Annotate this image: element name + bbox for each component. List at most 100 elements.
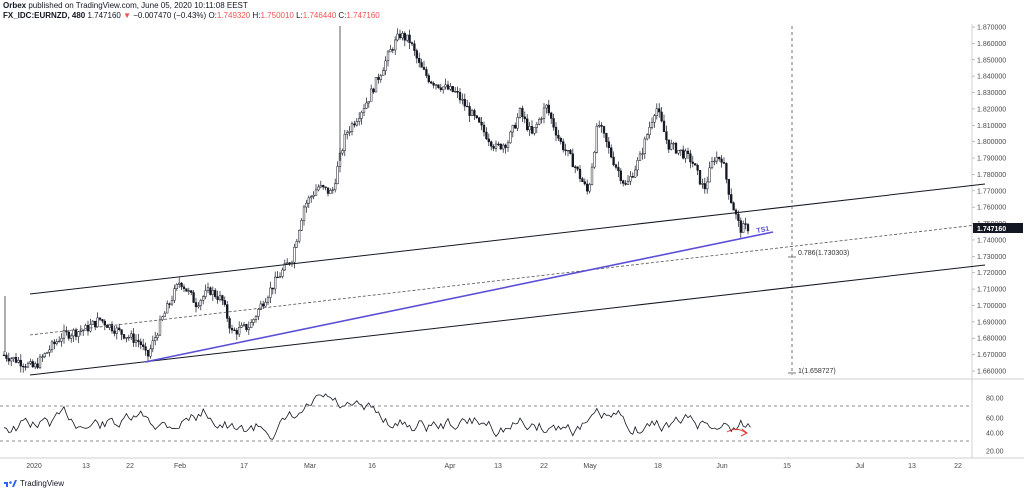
candle-body xyxy=(408,34,411,43)
candle-body xyxy=(689,153,692,163)
candle-body xyxy=(487,138,490,143)
candle-body xyxy=(7,358,10,362)
candle-body xyxy=(72,329,75,337)
candle-body xyxy=(242,323,246,326)
candle-body xyxy=(521,108,524,118)
publish-info: Orbex published on TradingView.com, June… xyxy=(3,1,1021,11)
candle-body xyxy=(425,69,428,76)
candle-body xyxy=(598,125,601,127)
oscillator-axis-label: 20.00 xyxy=(986,449,1004,456)
candle-body xyxy=(24,366,27,368)
candle-body xyxy=(173,288,176,301)
open-label: O: xyxy=(208,11,217,20)
candle-body xyxy=(622,180,625,184)
price-axis-label: 1.810000 xyxy=(977,123,1006,130)
price-axis-label: 1.660000 xyxy=(977,369,1006,376)
candle-body xyxy=(230,327,234,331)
channel-upper-line[interactable] xyxy=(29,183,986,295)
ohlc-line: FX_IDC:EURNZD, 480 1.747160 ▼ −0.007470 … xyxy=(3,11,1021,21)
chart-header: Orbex published on TradingView.com, June… xyxy=(3,1,1021,23)
candle-body xyxy=(391,49,394,51)
candle-body xyxy=(94,320,97,328)
candle-body xyxy=(353,123,356,126)
candle-body xyxy=(228,318,231,329)
candle-body xyxy=(691,161,694,164)
channel-mid-dashed-line[interactable] xyxy=(29,223,986,336)
date-axis-label: 22 xyxy=(126,463,134,470)
candle-body xyxy=(636,160,639,171)
tradingview-logo-icon[interactable] xyxy=(3,478,17,488)
candle-body xyxy=(566,149,570,152)
candle-body xyxy=(384,60,387,71)
candle-body xyxy=(139,341,142,345)
candle-body xyxy=(643,138,646,154)
candle-body xyxy=(542,107,546,119)
candle-body xyxy=(473,110,476,116)
candle-body xyxy=(742,223,745,233)
oscillator-line[interactable] xyxy=(3,393,751,440)
candle-body xyxy=(271,287,274,290)
date-axis-label: Apr xyxy=(445,463,457,470)
candle-body xyxy=(103,320,106,326)
date-axis-label: 13 xyxy=(908,463,916,470)
candle-body xyxy=(19,359,22,367)
candle-body xyxy=(530,126,534,134)
candle-body xyxy=(557,134,560,139)
date-axis[interactable]: 2020 13 22 Feb 17 Mar 16 Apr 13 22 May 18 Jun 15 Jul 13… xyxy=(26,463,962,470)
candle-body xyxy=(528,126,531,131)
date-axis-label: 18 xyxy=(654,463,662,470)
candle-body xyxy=(266,297,270,303)
candle-body xyxy=(156,334,159,338)
candle-body xyxy=(192,292,195,303)
candle-body xyxy=(449,86,452,90)
candle-body xyxy=(132,333,135,343)
channel-lower-line[interactable] xyxy=(29,264,986,376)
candle-body xyxy=(506,142,510,148)
candle-body xyxy=(283,263,286,271)
candle-body xyxy=(274,276,277,290)
candle-body xyxy=(545,104,548,109)
candle-body xyxy=(247,327,250,330)
candle-body xyxy=(410,42,414,45)
date-axis-label: Feb xyxy=(174,463,186,470)
candle-body xyxy=(134,339,138,343)
candle-body xyxy=(578,168,582,179)
candlestick-series[interactable] xyxy=(2,26,750,373)
candle-body xyxy=(684,150,687,159)
oscillator-axis[interactable]: 80.00 60.00 40.00 20.00 xyxy=(986,396,1004,456)
fib-1-label: 1(1.658727) xyxy=(798,368,836,375)
candle-body xyxy=(82,329,85,332)
tradingview-brand[interactable]: TradingView xyxy=(20,478,65,488)
candle-body xyxy=(245,323,248,330)
price-axis[interactable]: 1.870000 1.860000 1.850000 1.840000 1.830000… xyxy=(972,25,1006,376)
candle-body xyxy=(84,325,87,331)
red-arrow-icon xyxy=(726,428,748,437)
candle-body xyxy=(67,331,70,339)
publisher-name[interactable]: Orbex xyxy=(3,1,27,10)
candle-body xyxy=(214,290,217,297)
candle-body xyxy=(442,86,445,91)
candle-body xyxy=(58,340,61,343)
candle-body xyxy=(605,133,608,142)
candle-body xyxy=(533,127,536,134)
candle-body xyxy=(444,84,447,88)
candle-body xyxy=(437,84,440,88)
candle-body xyxy=(350,123,354,132)
candle-body xyxy=(722,162,726,164)
candle-body xyxy=(461,99,464,101)
candle-body xyxy=(614,164,618,168)
candle-body xyxy=(221,295,224,301)
candle-body xyxy=(178,282,181,285)
candle-body xyxy=(43,353,46,357)
candle-body xyxy=(595,125,598,153)
price-axis-label: 1.800000 xyxy=(977,139,1006,146)
candle-body xyxy=(463,99,466,107)
candle-body xyxy=(370,88,373,102)
candle-body xyxy=(326,187,330,194)
candle-body xyxy=(590,166,594,185)
candle-body xyxy=(456,90,459,93)
candle-body xyxy=(336,166,339,184)
candle-body xyxy=(307,197,310,204)
support-trendline[interactable] xyxy=(144,231,774,363)
